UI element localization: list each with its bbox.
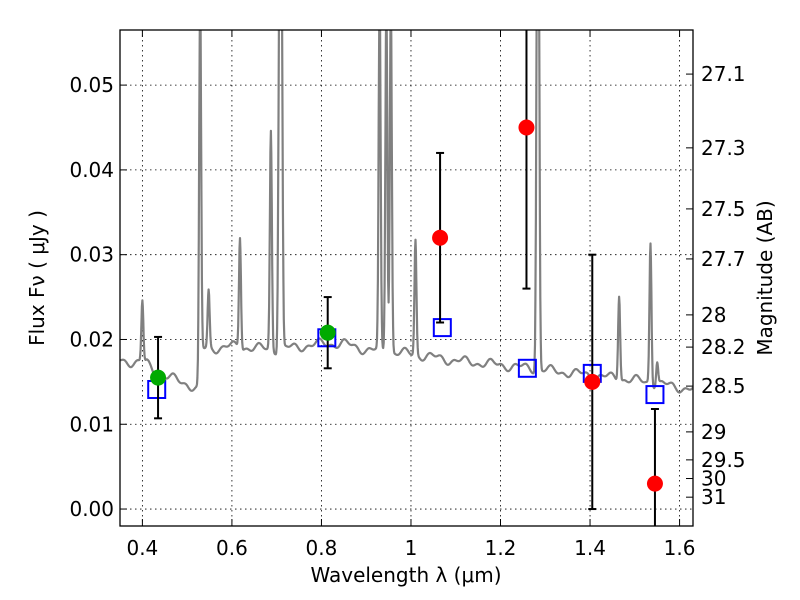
model-photometry-square <box>432 318 452 338</box>
x-tick-label: 1.2 <box>485 536 517 560</box>
x-tick-label: 0.6 <box>216 536 248 560</box>
y-tick-label: 0.01 <box>69 412 114 436</box>
x-tick-label: 1.6 <box>664 536 696 560</box>
data-marks <box>147 30 665 526</box>
mag-tick-label: 27.1 <box>701 62 746 86</box>
mag-tick-label: 28.2 <box>701 335 746 359</box>
mag-tick-label: 28.5 <box>701 374 746 398</box>
x-tick-label: 1 <box>405 536 418 560</box>
observed-point <box>432 229 449 246</box>
model-photometry-square <box>517 358 537 378</box>
y-tick-label: 0.03 <box>69 243 114 267</box>
mag-tick-label: 28 <box>701 303 726 327</box>
plot-area <box>120 30 693 526</box>
mag-tick-label: 27.3 <box>701 136 746 160</box>
observed-point <box>646 475 663 492</box>
y-tick-label: 0.05 <box>69 73 114 97</box>
y-tick-label: 0.02 <box>69 327 114 351</box>
mag-tick-label: 27.7 <box>701 247 746 271</box>
x-tick-label: 0.4 <box>126 536 158 560</box>
model-photometry-square <box>645 385 665 405</box>
y-axis-title: Flux Fν ( μJy ) <box>25 210 49 346</box>
mag-tick-label: 29.5 <box>701 448 746 472</box>
x-axis-title: Wavelength λ (μm) <box>310 563 501 587</box>
right-axis-title: Magnitude (AB) <box>753 200 777 355</box>
x-tick-label: 1.4 <box>574 536 606 560</box>
observed-point <box>150 369 167 386</box>
observed-point <box>584 373 601 390</box>
axis-ticks: 0.4 0.6 0.8 1 1.2 1.4 1.6 0.00 0.01 0.02 0.03 0.04 0… <box>69 30 746 560</box>
plot-frame <box>119 29 694 527</box>
grid-lines <box>120 30 693 526</box>
mag-tick-label: 27.5 <box>701 197 746 221</box>
y-tick-label: 0.00 <box>69 497 114 521</box>
template-spectrum-line <box>120 30 693 394</box>
mag-tick-label: 31 <box>701 485 726 509</box>
observed-point <box>518 119 535 136</box>
y-tick-label: 0.04 <box>69 158 114 182</box>
observed-point <box>319 324 336 341</box>
x-tick-label: 0.8 <box>306 536 338 560</box>
mag-tick-label: 29 <box>701 420 726 444</box>
mag-tick-label: 30 <box>701 467 726 491</box>
